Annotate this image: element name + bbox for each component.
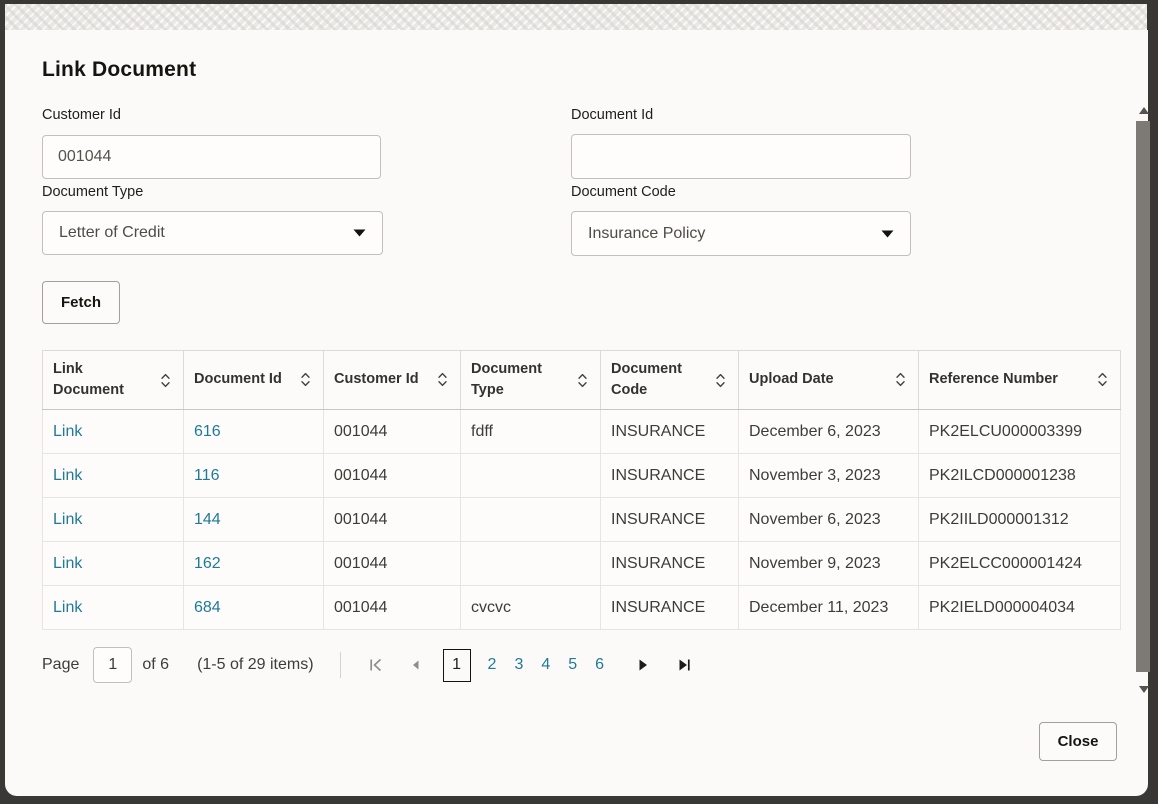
document-code-selected-value: Insurance Policy (588, 224, 706, 242)
table-row: Link 144 001044 INSURANCE November 6, 20… (42, 497, 1121, 542)
document-id-link[interactable]: 162 (194, 554, 221, 572)
page-number-input[interactable] (93, 647, 133, 683)
upload-date-cell: December 11, 2023 (738, 585, 919, 630)
customer-id-input[interactable] (42, 135, 381, 179)
table-header-row: Link Document Document Id (42, 350, 1121, 410)
previous-page-icon[interactable] (403, 652, 429, 678)
document-id-link[interactable]: 684 (194, 598, 221, 616)
current-page-indicator: 1 (442, 648, 471, 682)
upload-date-cell: November 3, 2023 (738, 453, 919, 498)
customer-id-cell: 001044 (323, 497, 461, 542)
reference-number-cell: PK2IILD000001312 (918, 497, 1121, 542)
first-page-icon[interactable] (363, 652, 389, 678)
page-number-link[interactable]: 5 (568, 656, 578, 673)
upload-date-cell: November 6, 2023 (738, 497, 919, 542)
reference-number-cell: PK2ELCC000001424 (918, 541, 1121, 586)
table-column-header[interactable]: Upload Date (738, 350, 919, 410)
page-title: Link Document (42, 58, 197, 81)
pagination-divider (339, 652, 341, 678)
table-row: Link 116 001044 INSURANCE November 3, 20… (42, 453, 1121, 498)
link-document-action[interactable]: Link (53, 422, 83, 440)
reference-number-cell: PK2ELCU000003399 (918, 409, 1121, 454)
table-column-header[interactable]: Document Type (460, 350, 601, 410)
page-of-label: of 6 (142, 656, 170, 673)
sort-chevrons-icon[interactable] (577, 373, 588, 388)
link-document-action[interactable]: Link (53, 510, 83, 528)
document-id-field-wrap (571, 134, 911, 179)
sort-chevrons-icon[interactable] (437, 372, 448, 387)
document-type-cell (460, 541, 601, 586)
document-id-link[interactable]: 144 (194, 510, 221, 528)
table-row: Link 162 001044 INSURANCE November 9, 20… (42, 541, 1121, 586)
customer-id-field-wrap (42, 135, 381, 179)
table-column-header[interactable]: Link Document (42, 350, 184, 410)
table-row: Link 616 001044 fdff INSURANCE December … (42, 409, 1121, 454)
next-page-icon[interactable] (629, 652, 655, 678)
page-number-link[interactable]: 4 (541, 656, 551, 673)
documents-table: Link Document Document Id (42, 350, 1121, 630)
document-type-label: Document Type (42, 184, 144, 200)
page-number-link[interactable]: 6 (595, 656, 605, 673)
upload-date-cell: November 9, 2023 (738, 541, 919, 586)
dropdown-caret-icon (881, 230, 894, 237)
table-column-header[interactable]: Document Id (183, 350, 324, 410)
background-texture-strip (5, 4, 1147, 30)
customer-id-cell: 001044 (323, 453, 461, 498)
sort-chevrons-icon[interactable] (1097, 372, 1108, 387)
reference-number-cell: PK2IELD000004034 (918, 585, 1121, 630)
document-code-cell: INSURANCE (600, 453, 739, 498)
fetch-button[interactable]: Fetch (42, 281, 120, 324)
scroll-down-icon[interactable] (1139, 686, 1149, 693)
customer-id-cell: 001044 (323, 409, 461, 454)
document-code-cell: INSURANCE (600, 409, 739, 454)
document-type-select[interactable]: Letter of Credit (42, 211, 383, 255)
close-button[interactable]: Close (1039, 722, 1117, 761)
table-header: Link Document Document Id (42, 350, 1121, 410)
document-id-label: Document Id (571, 107, 654, 123)
link-document-action[interactable]: Link (53, 466, 83, 484)
table-column-header[interactable]: Customer Id (323, 350, 461, 410)
scrollbar-thumb[interactable] (1136, 121, 1150, 672)
table-column-header[interactable]: Document Code (600, 350, 739, 410)
table-column-header[interactable]: Reference Number (918, 350, 1121, 410)
items-summary: (1-5 of 29 items) (197, 656, 314, 673)
last-page-icon[interactable] (671, 652, 697, 678)
table-row: Link 684 001044 cvcvc INSURANCE December… (42, 585, 1121, 630)
document-id-input[interactable] (571, 134, 911, 179)
document-code-select[interactable]: Insurance Policy (571, 211, 911, 256)
customer-id-label: Customer Id (42, 107, 121, 123)
dropdown-caret-icon (353, 229, 366, 237)
page-label: Page (42, 656, 80, 673)
customer-id-cell: 001044 (323, 585, 461, 630)
document-type-cell: cvcvc (460, 585, 601, 630)
document-id-link[interactable]: 116 (194, 466, 220, 484)
document-id-link[interactable]: 616 (194, 422, 221, 440)
document-code-cell: INSURANCE (600, 585, 739, 630)
pagination-bar: Page of 6 (1-5 of 29 items) 1 2 3 4 5 6 (42, 645, 697, 685)
table-body: Link 616 001044 fdff INSURANCE December … (42, 409, 1121, 630)
link-document-action[interactable]: Link (53, 598, 83, 616)
document-code-label: Document Code (571, 184, 676, 200)
upload-date-cell: December 6, 2023 (738, 409, 919, 454)
scroll-up-icon[interactable] (1139, 107, 1149, 114)
document-type-selected-value: Letter of Credit (59, 224, 165, 241)
link-document-action[interactable]: Link (53, 554, 83, 572)
sort-chevrons-icon[interactable] (715, 373, 726, 388)
sort-chevrons-icon[interactable] (300, 372, 311, 387)
page-number-link[interactable]: 2 (487, 656, 497, 673)
page-number-link[interactable]: 3 (514, 656, 524, 673)
customer-id-cell: 001044 (323, 541, 461, 586)
document-code-cell: INSURANCE (600, 541, 739, 586)
sort-chevrons-icon[interactable] (160, 373, 171, 388)
document-type-cell: fdff (460, 409, 601, 454)
page-number-links: 2 3 4 5 6 (479, 656, 614, 674)
document-type-cell (460, 497, 601, 542)
sort-chevrons-icon[interactable] (895, 372, 906, 387)
document-type-cell (460, 453, 601, 498)
reference-number-cell: PK2ILCD000001238 (918, 453, 1121, 498)
document-code-cell: INSURANCE (600, 497, 739, 542)
